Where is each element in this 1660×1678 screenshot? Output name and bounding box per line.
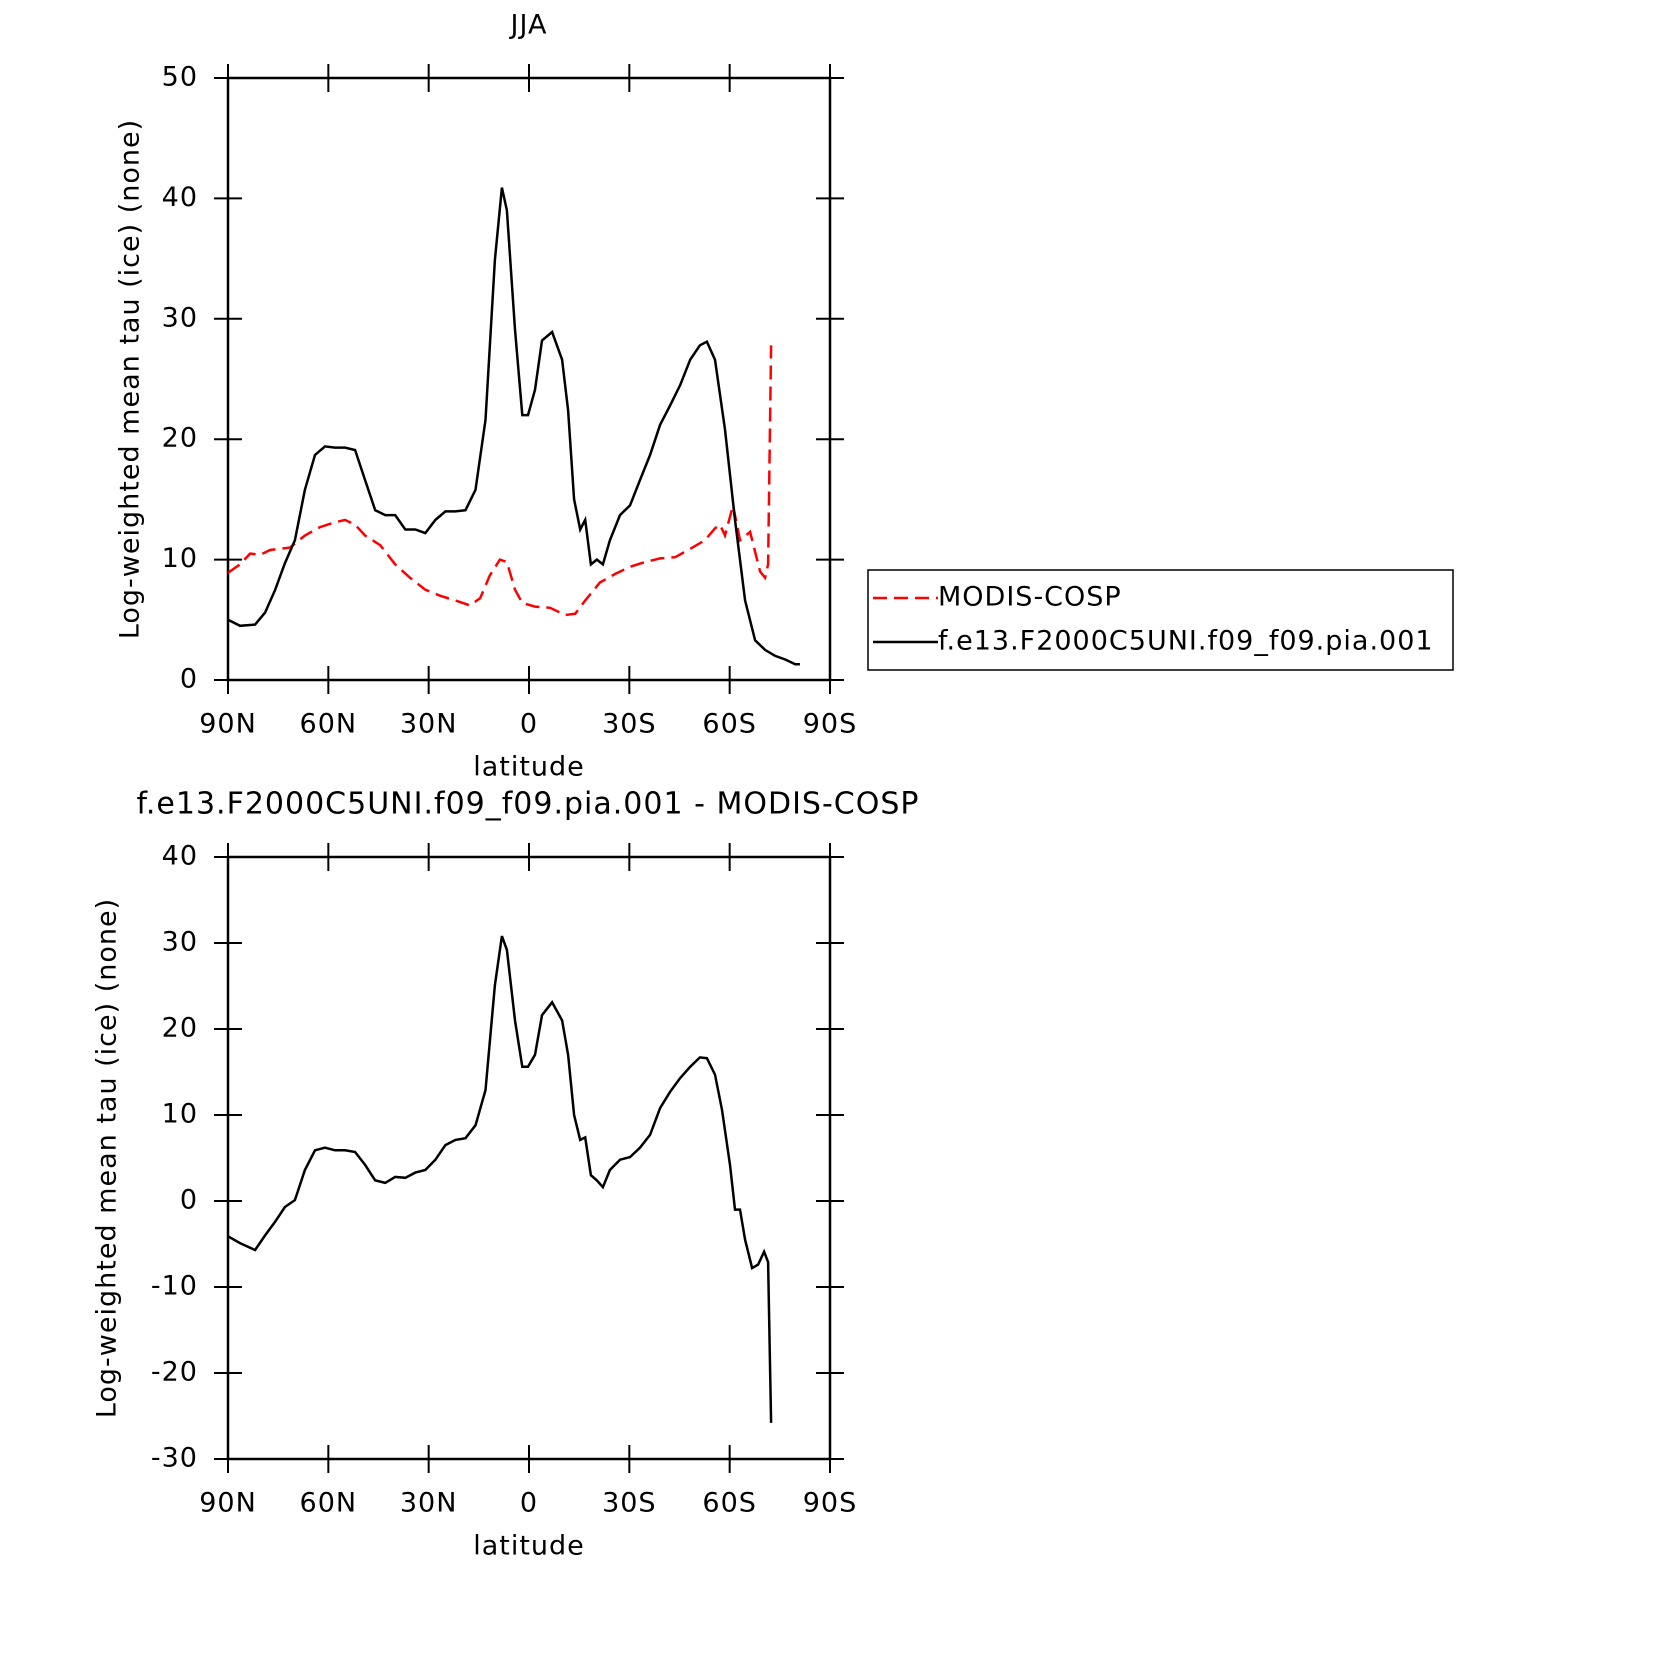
x-tick-label: 0 xyxy=(520,709,538,740)
data-line xyxy=(227,345,773,617)
chart-title: f.e13.F2000C5UNI.f09_f09.pia.001 - MODIS… xyxy=(137,787,920,822)
x-tick-label: 30S xyxy=(602,1488,657,1519)
x-tick-label: 60S xyxy=(702,709,757,740)
x-tick-label: 30N xyxy=(400,709,458,740)
data-line xyxy=(227,935,773,1423)
y-tick-label: -20 xyxy=(151,1357,198,1388)
x-axis-label: latitude xyxy=(473,1531,585,1562)
chart-title: JJA xyxy=(509,10,548,41)
legend-label: f.e13.F2000C5UNI.f09_f09.pia.001 xyxy=(938,626,1434,657)
y-axis-label: Log-weighted mean tau (ice) (none) xyxy=(92,898,123,1418)
x-tick-label: 90S xyxy=(803,1488,858,1519)
legend-label: MODIS-COSP xyxy=(938,582,1122,613)
y-tick-label: -10 xyxy=(151,1271,198,1302)
x-tick-label: 30S xyxy=(602,709,657,740)
y-tick-label: 30 xyxy=(162,302,198,333)
y-axis-label: Log-weighted mean tau (ice) (none) xyxy=(115,119,146,639)
y-tick-label: 50 xyxy=(162,62,198,93)
x-tick-label: 90N xyxy=(199,1488,257,1519)
x-axis-label: latitude xyxy=(473,752,585,783)
y-tick-label: 0 xyxy=(180,1185,198,1216)
x-tick-label: 90S xyxy=(803,709,858,740)
x-tick-label: 30N xyxy=(400,1488,458,1519)
y-tick-label: 20 xyxy=(162,423,198,454)
y-tick-label: 40 xyxy=(162,841,198,872)
plot-frame xyxy=(226,76,832,682)
x-tick-label: 60S xyxy=(702,1488,757,1519)
y-tick-label: 0 xyxy=(180,664,198,695)
y-tick-label: -30 xyxy=(151,1443,198,1474)
x-tick-label: 60N xyxy=(300,709,358,740)
y-tick-label: 20 xyxy=(162,1013,198,1044)
data-line xyxy=(227,187,800,666)
y-tick-label: 10 xyxy=(162,1099,198,1130)
x-tick-label: 90N xyxy=(199,709,257,740)
x-tick-label: 0 xyxy=(520,1488,538,1519)
y-tick-label: 10 xyxy=(162,543,198,574)
plot-frame xyxy=(226,855,832,1461)
x-tick-label: 60N xyxy=(300,1488,358,1519)
y-tick-label: 40 xyxy=(162,182,198,213)
y-tick-label: 30 xyxy=(162,927,198,958)
legend-box xyxy=(867,569,1454,671)
